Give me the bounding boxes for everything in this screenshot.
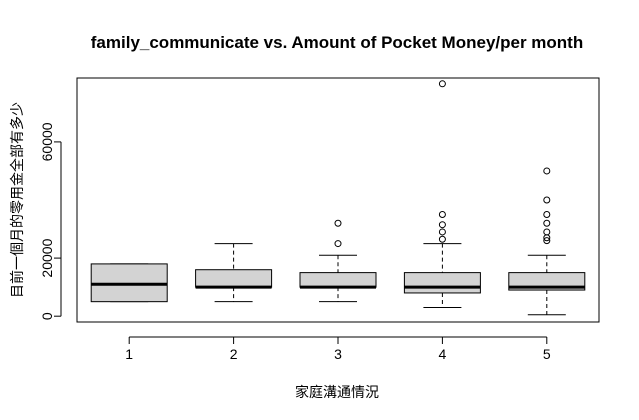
outlier-4-2 <box>438 221 446 229</box>
box-2 <box>195 269 273 288</box>
box-group-3 <box>299 219 377 303</box>
outlier-5-3 <box>543 219 551 227</box>
box-group-5 <box>508 167 586 316</box>
x-tick-label-4: 4 <box>439 346 447 362</box>
x-tick-label-1: 1 <box>125 346 133 362</box>
outlier-5-0 <box>543 237 551 245</box>
outlier-5-4 <box>543 211 551 219</box>
x-axis: 1 2 3 4 5 <box>125 336 551 362</box>
outlier-4-3 <box>438 211 446 219</box>
outlier-3-0 <box>334 240 342 248</box>
y-tick-label-60000: 60000 <box>39 122 55 161</box>
x-tick-label-5: 5 <box>543 346 551 362</box>
plot-frame <box>76 77 600 323</box>
chart-title: family_communicate vs. Amount of Pocket … <box>91 33 583 52</box>
outlier-4-1 <box>438 228 446 236</box>
y-tick-label-0: 0 <box>39 312 55 320</box>
outlier-4-4 <box>438 80 446 88</box>
y-axis: 0 20000 60000 <box>39 122 62 320</box>
outlier-5-6 <box>543 167 551 175</box>
box-group-1 <box>90 263 168 303</box>
box-group-4 <box>403 80 481 308</box>
boxes-group <box>90 80 586 316</box>
outlier-5-5 <box>543 196 551 204</box>
box-3 <box>299 272 377 288</box>
x-tick-label-3: 3 <box>334 346 342 362</box>
x-tick-label-2: 2 <box>230 346 238 362</box>
y-tick-label-20000: 20000 <box>39 238 55 277</box>
outlier-5-2 <box>543 228 551 236</box>
box-4 <box>403 272 481 294</box>
outlier-4-0 <box>438 235 446 243</box>
x-axis-label: 家庭溝通情況 <box>295 384 379 401</box>
box-group-2 <box>195 243 273 303</box>
outlier-3-1 <box>334 219 342 227</box>
y-axis-label: 目前一個月的零用金全部有多少 <box>9 102 26 298</box>
